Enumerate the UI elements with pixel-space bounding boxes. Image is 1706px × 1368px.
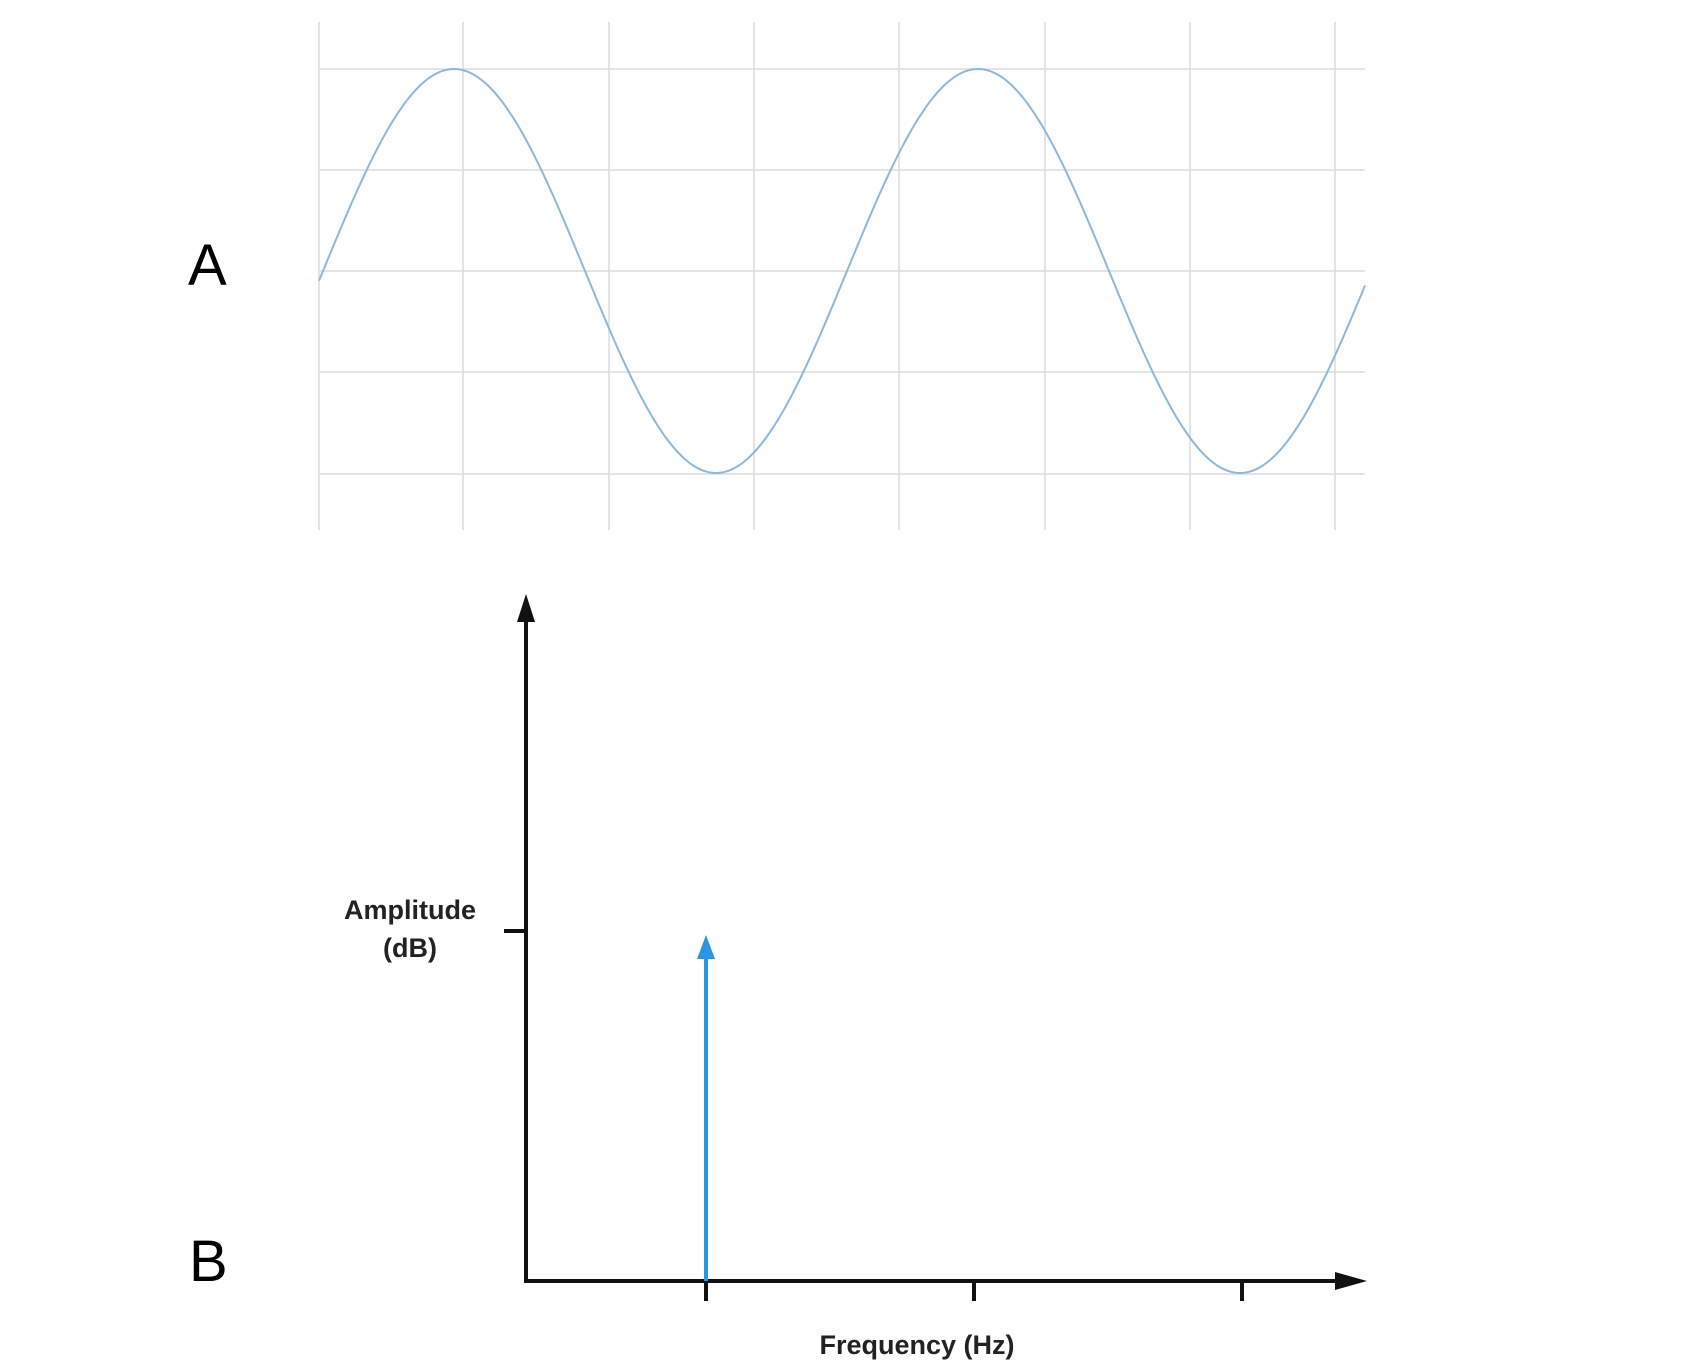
- x-axis-label: Frequency (Hz): [819, 1330, 1014, 1360]
- panel-b-label: B: [189, 1229, 228, 1294]
- panel-a-label: A: [188, 233, 227, 298]
- spectrum-spike-arrowhead: [697, 935, 715, 959]
- x-axis-arrowhead: [1335, 1272, 1367, 1290]
- y-axis-label-line-2: (dB): [383, 933, 437, 963]
- y-axis-label-line-1: Amplitude: [344, 895, 476, 925]
- y-axis-arrowhead: [517, 594, 535, 622]
- spectrum-axes: [517, 594, 1367, 1290]
- sine-grid: [318, 22, 1365, 530]
- sine-wave-line: [318, 68, 1366, 474]
- spectrum-spikes: [697, 935, 715, 1281]
- spectrum-ticks: [504, 929, 1244, 1301]
